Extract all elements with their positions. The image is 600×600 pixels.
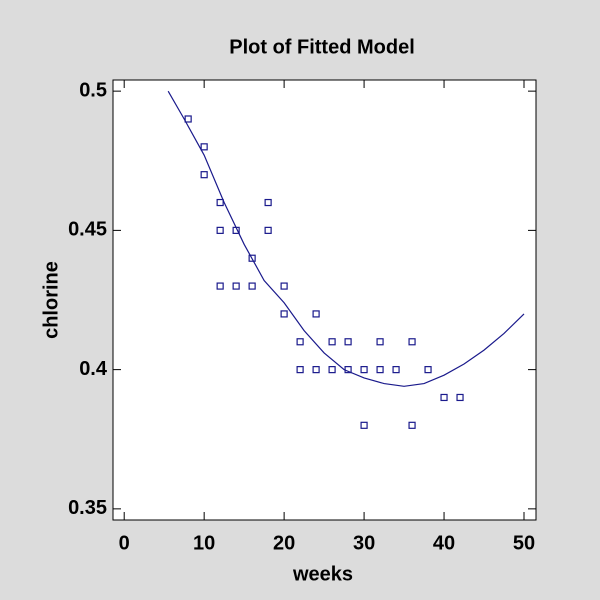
data-point [376, 338, 384, 346]
data-point [248, 282, 256, 290]
data-point [264, 198, 272, 207]
data-point [248, 254, 256, 262]
data-point [216, 198, 224, 207]
y-tick-label: 0.5 [79, 79, 107, 101]
data-point [456, 393, 464, 402]
data-point [312, 310, 320, 318]
x-tick-label: 50 [513, 532, 535, 554]
data-point [312, 366, 320, 374]
x-tick-label: 20 [273, 532, 295, 554]
x-tick-label: 0 [119, 532, 130, 554]
y-tick-label: 0.4 [79, 358, 108, 380]
data-point [200, 171, 208, 179]
data-point [408, 338, 416, 346]
data-point [296, 338, 304, 346]
data-point [328, 366, 336, 374]
plot-area [112, 79, 537, 521]
data-point [200, 143, 208, 151]
data-point [296, 366, 304, 374]
data-point [216, 282, 224, 290]
data-point [280, 310, 288, 318]
data-point [376, 366, 384, 374]
data-point [360, 421, 368, 429]
data-point [408, 421, 416, 429]
x-axis-label: weeks [292, 563, 353, 585]
data-point [328, 338, 336, 346]
data-point [344, 338, 352, 346]
data-point [440, 393, 448, 402]
data-point [392, 366, 400, 374]
fitted-curve [167, 90, 525, 387]
x-tick-label: 40 [433, 532, 455, 554]
x-tick-label: 30 [353, 532, 375, 554]
data-point [184, 115, 192, 123]
data-point [360, 366, 368, 374]
data-point [424, 366, 432, 374]
data-point [216, 226, 224, 234]
x-tick-label: 10 [193, 532, 215, 554]
data-point [280, 282, 288, 290]
y-tick-label: 0.35 [68, 497, 107, 519]
chart-title: Plot of Fitted Model [229, 36, 415, 58]
data-point [232, 282, 240, 290]
y-axis-label: chlorine [40, 261, 62, 339]
y-tick-label: 0.45 [68, 219, 107, 241]
data-point [264, 226, 272, 234]
